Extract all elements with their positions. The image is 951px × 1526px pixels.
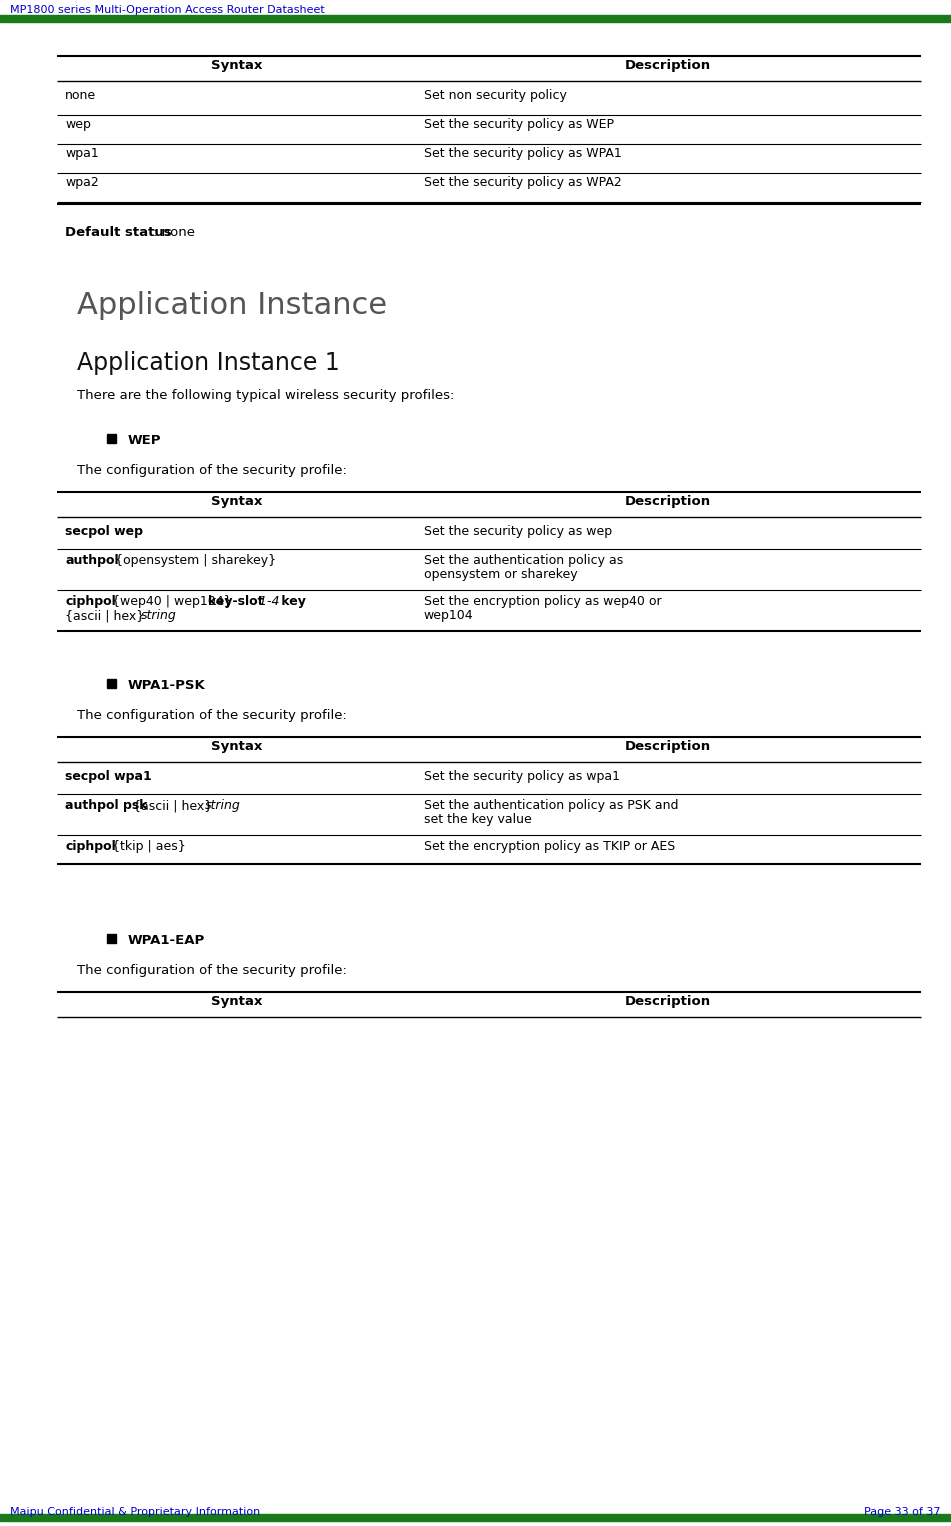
Text: Set the security policy as WPA2: Set the security policy as WPA2 <box>423 175 621 189</box>
Text: Set the security policy as wpa1: Set the security policy as wpa1 <box>423 771 619 783</box>
Text: secpol wpa1: secpol wpa1 <box>65 771 152 783</box>
Text: : none: : none <box>153 226 195 240</box>
Text: string: string <box>205 800 241 812</box>
Text: key-slot: key-slot <box>208 595 263 607</box>
Text: Description: Description <box>625 494 711 508</box>
Text: The configuration of the security profile:: The configuration of the security profil… <box>77 464 347 478</box>
Bar <box>107 433 116 443</box>
Text: Application Instance: Application Instance <box>77 291 387 320</box>
Text: opensystem or sharekey: opensystem or sharekey <box>423 568 577 581</box>
Text: string: string <box>141 609 177 623</box>
Text: key: key <box>277 595 306 607</box>
Text: WEP: WEP <box>128 433 162 447</box>
Text: Syntax: Syntax <box>210 60 262 72</box>
Text: Set the authentication policy as: Set the authentication policy as <box>423 554 623 568</box>
Text: {ascii | hex}: {ascii | hex} <box>65 609 148 623</box>
Text: Set the security policy as WPA1: Set the security policy as WPA1 <box>423 146 621 160</box>
Text: MP1800 series Multi-Operation Access Router Datasheet: MP1800 series Multi-Operation Access Rou… <box>10 5 324 15</box>
Text: Set the security policy as WEP: Set the security policy as WEP <box>423 118 613 131</box>
Text: none: none <box>65 89 96 102</box>
Text: secpol wep: secpol wep <box>65 525 143 539</box>
Bar <box>0 15 951 21</box>
Text: WPA1-PSK: WPA1-PSK <box>128 679 205 691</box>
Text: wep104: wep104 <box>423 609 474 623</box>
Text: Description: Description <box>625 740 711 752</box>
Text: Application Instance 1: Application Instance 1 <box>77 351 340 375</box>
Text: Set non security policy: Set non security policy <box>423 89 567 102</box>
Text: The configuration of the security profile:: The configuration of the security profil… <box>77 964 347 977</box>
Text: {opensystem | sharekey}: {opensystem | sharekey} <box>111 554 276 568</box>
Text: Set the security policy as wep: Set the security policy as wep <box>423 525 611 539</box>
Text: {ascii | hex}: {ascii | hex} <box>129 800 216 812</box>
Text: authpol: authpol <box>65 554 119 568</box>
Text: Set the authentication policy as PSK and: Set the authentication policy as PSK and <box>423 800 678 812</box>
Text: Maipu Confidential & Proprietary Information: Maipu Confidential & Proprietary Informa… <box>10 1508 261 1517</box>
Text: ciphpol: ciphpol <box>65 595 116 607</box>
Text: Set the encryption policy as TKIP or AES: Set the encryption policy as TKIP or AES <box>423 839 675 853</box>
Text: Description: Description <box>625 995 711 1009</box>
Text: Default status: Default status <box>65 226 172 240</box>
Text: Description: Description <box>625 60 711 72</box>
Text: {wep40 | wep104}: {wep40 | wep104} <box>108 595 236 607</box>
Text: The configuration of the security profile:: The configuration of the security profil… <box>77 710 347 722</box>
Text: {tkip | aes}: {tkip | aes} <box>108 839 185 853</box>
Text: Syntax: Syntax <box>210 740 262 752</box>
Text: wpa2: wpa2 <box>65 175 99 189</box>
Text: authpol psk: authpol psk <box>65 800 147 812</box>
Bar <box>107 679 116 688</box>
Text: 1-4: 1-4 <box>255 595 280 607</box>
Text: Page 33 of 37: Page 33 of 37 <box>864 1508 941 1517</box>
Text: Syntax: Syntax <box>210 494 262 508</box>
Text: ciphpol: ciphpol <box>65 839 116 853</box>
Bar <box>107 934 116 943</box>
Text: wep: wep <box>65 118 91 131</box>
Text: Syntax: Syntax <box>210 995 262 1009</box>
Text: set the key value: set the key value <box>423 813 532 826</box>
Text: wpa1: wpa1 <box>65 146 99 160</box>
Text: WPA1-EAP: WPA1-EAP <box>128 934 205 948</box>
Text: Set the encryption policy as wep40 or: Set the encryption policy as wep40 or <box>423 595 661 607</box>
Text: There are the following typical wireless security profiles:: There are the following typical wireless… <box>77 389 455 401</box>
Bar <box>0 1514 951 1521</box>
